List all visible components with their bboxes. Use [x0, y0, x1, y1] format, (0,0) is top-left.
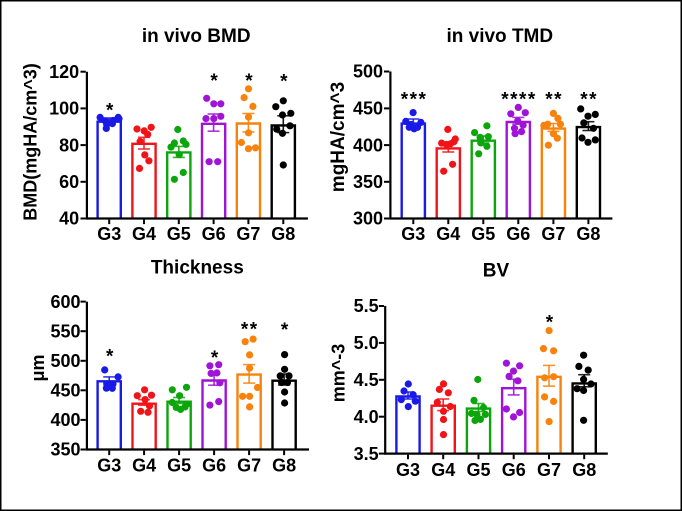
svg-text:600: 600 — [50, 292, 80, 312]
svg-text:80: 80 — [59, 135, 79, 155]
svg-text:300: 300 — [353, 209, 383, 229]
svg-text:350: 350 — [50, 440, 80, 460]
svg-text:G6: G6 — [502, 460, 526, 480]
svg-text:400: 400 — [353, 135, 383, 155]
svg-text:450: 450 — [50, 381, 80, 401]
svg-text:4.5: 4.5 — [354, 370, 379, 390]
svg-text:40: 40 — [59, 209, 79, 229]
svg-text:*: * — [546, 313, 554, 334]
svg-text:G5: G5 — [167, 456, 191, 476]
svg-text:**: ** — [580, 89, 598, 110]
svg-text:G6: G6 — [506, 224, 530, 244]
svg-text:G3: G3 — [401, 224, 425, 244]
svg-text:350: 350 — [353, 172, 383, 192]
svg-text:G6: G6 — [202, 456, 226, 476]
svg-text:Thickness: Thickness — [151, 258, 244, 279]
svg-text:3.5: 3.5 — [354, 444, 379, 464]
svg-text:G7: G7 — [541, 224, 565, 244]
svg-text:*: * — [210, 71, 218, 92]
svg-text:G7: G7 — [237, 456, 261, 476]
svg-text:BV: BV — [483, 260, 510, 281]
svg-text:550: 550 — [50, 321, 80, 341]
svg-text:**: ** — [545, 89, 563, 110]
svg-text:G4: G4 — [436, 224, 460, 244]
svg-text:*: * — [281, 320, 289, 341]
svg-text:μm: μm — [28, 354, 48, 381]
svg-text:G7: G7 — [236, 224, 260, 244]
svg-text:*: * — [280, 71, 288, 92]
svg-text:***: *** — [401, 89, 428, 110]
svg-text:G8: G8 — [576, 224, 600, 244]
svg-text:*: * — [245, 71, 253, 92]
svg-text:500: 500 — [50, 351, 80, 371]
svg-text:*: * — [211, 348, 219, 369]
svg-text:G7: G7 — [537, 460, 561, 480]
svg-text:****: **** — [501, 89, 537, 110]
svg-text:100: 100 — [49, 99, 79, 119]
svg-text:G5: G5 — [167, 224, 191, 244]
svg-text:BMD(mgHA/cm^3): BMD(mgHA/cm^3) — [21, 63, 41, 221]
svg-text:*: * — [106, 100, 114, 121]
svg-text:G4: G4 — [132, 224, 156, 244]
svg-text:G5: G5 — [471, 224, 495, 244]
svg-text:in vivo TMD: in vivo TMD — [446, 26, 553, 47]
svg-text:G3: G3 — [396, 460, 420, 480]
svg-text:120: 120 — [49, 62, 79, 82]
svg-text:5.0: 5.0 — [354, 333, 379, 353]
svg-text:G8: G8 — [572, 460, 596, 480]
svg-text:G4: G4 — [431, 460, 455, 480]
svg-text:G3: G3 — [97, 224, 121, 244]
svg-text:mm^-3: mm^-3 — [329, 344, 349, 403]
svg-text:G5: G5 — [466, 460, 490, 480]
svg-text:G6: G6 — [202, 224, 226, 244]
svg-text:*: * — [106, 347, 114, 368]
svg-text:G3: G3 — [97, 456, 121, 476]
svg-text:60: 60 — [59, 172, 79, 192]
svg-text:4.0: 4.0 — [354, 407, 379, 427]
svg-text:400: 400 — [50, 410, 80, 430]
svg-text:G4: G4 — [132, 456, 156, 476]
svg-text:450: 450 — [353, 99, 383, 119]
svg-text:**: ** — [241, 319, 259, 340]
svg-text:5.5: 5.5 — [354, 296, 379, 316]
svg-text:G8: G8 — [272, 456, 296, 476]
svg-text:500: 500 — [353, 62, 383, 82]
svg-text:mgHA/cm^3: mgHA/cm^3 — [328, 82, 349, 192]
svg-text:G8: G8 — [271, 224, 295, 244]
svg-text:in vivo BMD: in vivo BMD — [142, 26, 251, 47]
